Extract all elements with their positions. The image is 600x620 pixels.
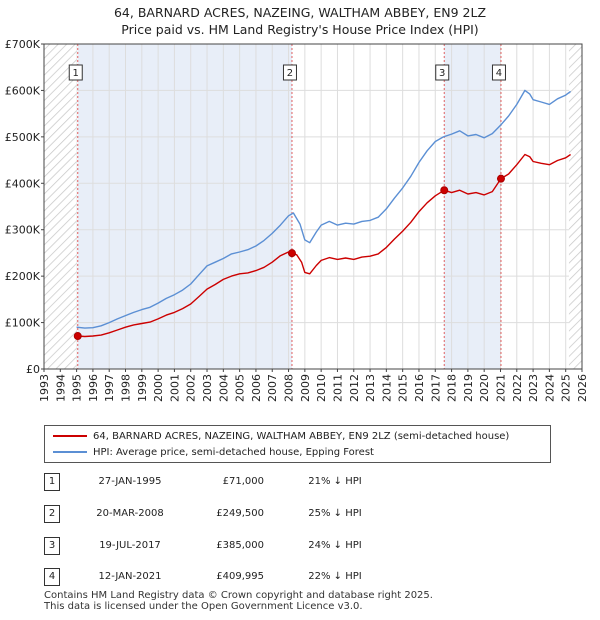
sale-label-text: 4 (496, 68, 502, 79)
sale-period-band (444, 44, 501, 369)
x-tick-label: 2016 (413, 374, 426, 402)
hpi-line (76, 89, 572, 329)
y-tick-label: £300K (5, 224, 41, 237)
sale-point (440, 186, 449, 195)
sale-number-badge: 2 (44, 505, 60, 523)
property-price-line (77, 153, 571, 338)
sale-label-text: 2 (287, 68, 293, 79)
sale-hpi-diff: 22% ↓ HPI (308, 571, 362, 582)
sale-point (73, 332, 82, 341)
x-tick-label: 2003 (201, 374, 214, 402)
chart-title-line2: Price paid vs. HM Land Registry's House … (121, 22, 479, 37)
x-tick-label: 2006 (250, 374, 263, 402)
footer-copyright: Contains HM Land Registry data © Crown c… (44, 590, 433, 601)
sale-label-text: 1 (73, 68, 79, 79)
sale-label-box (435, 64, 450, 81)
x-tick-label: 2007 (266, 374, 279, 402)
sale-row: 3 19-JUL-2017 £385,000 24% ↓ HPI (0, 537, 600, 557)
price-chart: 1 2 3 4 £0 £100K £200K £300K £400K £500K £600K £70… (5, 38, 589, 402)
x-tick-label: 2015 (397, 374, 410, 402)
sale-number-badge: 1 (44, 473, 60, 491)
y-tick-label: £500K (5, 131, 41, 144)
y-tick-label: £200K (5, 270, 41, 283)
x-tick-label: 2009 (299, 374, 312, 402)
sale-period-band (77, 44, 292, 369)
hatch-region-before (44, 44, 77, 369)
sale-number-badge: 4 (44, 568, 60, 586)
x-tick-label: 2022 (511, 374, 524, 402)
chart-title-line1: 64, BARNARD ACRES, NAZEING, WALTHAM ABBE… (113, 5, 487, 20)
sale-row: 1 27-JAN-1995 £71,000 21% ↓ HPI (0, 473, 600, 493)
x-tick-label: 2008 (283, 374, 296, 402)
x-tick-label: 2017 (429, 374, 442, 402)
x-tick-label: 1996 (87, 374, 100, 402)
sale-row: 4 12-JAN-2021 £409,995 22% ↓ HPI (0, 568, 600, 588)
sale-label-text: 3 (439, 68, 445, 79)
sale-label-box (68, 64, 83, 81)
y-tick-label: £400K (5, 177, 41, 190)
plot-frame (43, 43, 583, 370)
x-tick-label: 2025 (560, 374, 573, 402)
legend-item-hpi: HPI: Average price, semi-detached house,… (53, 445, 374, 459)
sale-label-box (491, 64, 506, 81)
x-tick-label: 2000 (152, 374, 165, 402)
x-tick-label: 2010 (315, 374, 328, 402)
sale-row: 2 20-MAR-2008 £249,500 25% ↓ HPI (0, 505, 600, 525)
sale-hpi-diff: 24% ↓ HPI (308, 540, 362, 551)
x-tick-label: 1995 (71, 374, 84, 402)
sale-label-box (282, 64, 297, 81)
x-tick-label: 2012 (348, 374, 361, 402)
x-tick-label: 2020 (478, 374, 491, 402)
y-tick-label: £100K (5, 317, 41, 330)
x-tick-label: 2023 (527, 374, 540, 402)
sale-date: 27-JAN-1995 (98, 476, 162, 487)
chart-legend: 64, BARNARD ACRES, NAZEING, WALTHAM ABBE… (44, 425, 551, 463)
license-footer: Contains HM Land Registry data © Crown c… (44, 590, 433, 612)
x-tick-label: 1993 (38, 374, 51, 402)
hatch-region-after (568, 44, 582, 369)
x-tick-label: 1997 (103, 374, 116, 402)
footer-licence: This data is licensed under the Open Gov… (44, 601, 363, 612)
x-tick-label: 2024 (543, 374, 556, 402)
legend-label-property: 64, BARNARD ACRES, NAZEING, WALTHAM ABBE… (93, 430, 510, 442)
x-tick-label: 2004 (217, 374, 230, 402)
x-tick-label: 1998 (120, 374, 133, 402)
sale-price: £249,500 (216, 508, 264, 519)
x-tick-label: 2026 (576, 374, 589, 402)
sale-price: £71,000 (222, 476, 264, 487)
sale-date: 12-JAN-2021 (98, 571, 162, 582)
x-tick-label: 2018 (446, 374, 459, 402)
x-tick-label: 2013 (364, 374, 377, 402)
legend-item-property: 64, BARNARD ACRES, NAZEING, WALTHAM ABBE… (53, 429, 509, 443)
legend-label-hpi: HPI: Average price, semi-detached house,… (93, 446, 374, 458)
sale-date: 20-MAR-2008 (96, 508, 164, 519)
sale-point (287, 249, 296, 258)
sale-hpi-diff: 21% ↓ HPI (308, 476, 362, 487)
y-tick-label: £700K (5, 38, 41, 51)
x-tick-label: 2002 (185, 374, 198, 402)
x-tick-label: 2014 (380, 374, 393, 402)
sale-hpi-diff: 25% ↓ HPI (308, 508, 362, 519)
sale-price: £409,995 (216, 571, 264, 582)
y-tick-label: £0 (26, 363, 40, 376)
sale-number-badge: 3 (44, 537, 60, 555)
legend-swatch-hpi (53, 451, 87, 453)
x-tick-label: 2001 (168, 374, 181, 402)
x-tick-label: 2005 (234, 374, 247, 402)
sale-point (496, 174, 505, 183)
x-tick-label: 1994 (54, 374, 67, 402)
x-tick-label: 2019 (462, 374, 475, 402)
x-tick-label: 2021 (494, 374, 507, 402)
x-tick-label: 1999 (136, 374, 149, 402)
sale-price: £385,000 (216, 540, 264, 551)
legend-swatch-property (53, 435, 87, 437)
sale-date: 19-JUL-2017 (99, 540, 161, 551)
y-tick-label: £600K (5, 84, 41, 97)
x-tick-label: 2011 (331, 374, 344, 402)
